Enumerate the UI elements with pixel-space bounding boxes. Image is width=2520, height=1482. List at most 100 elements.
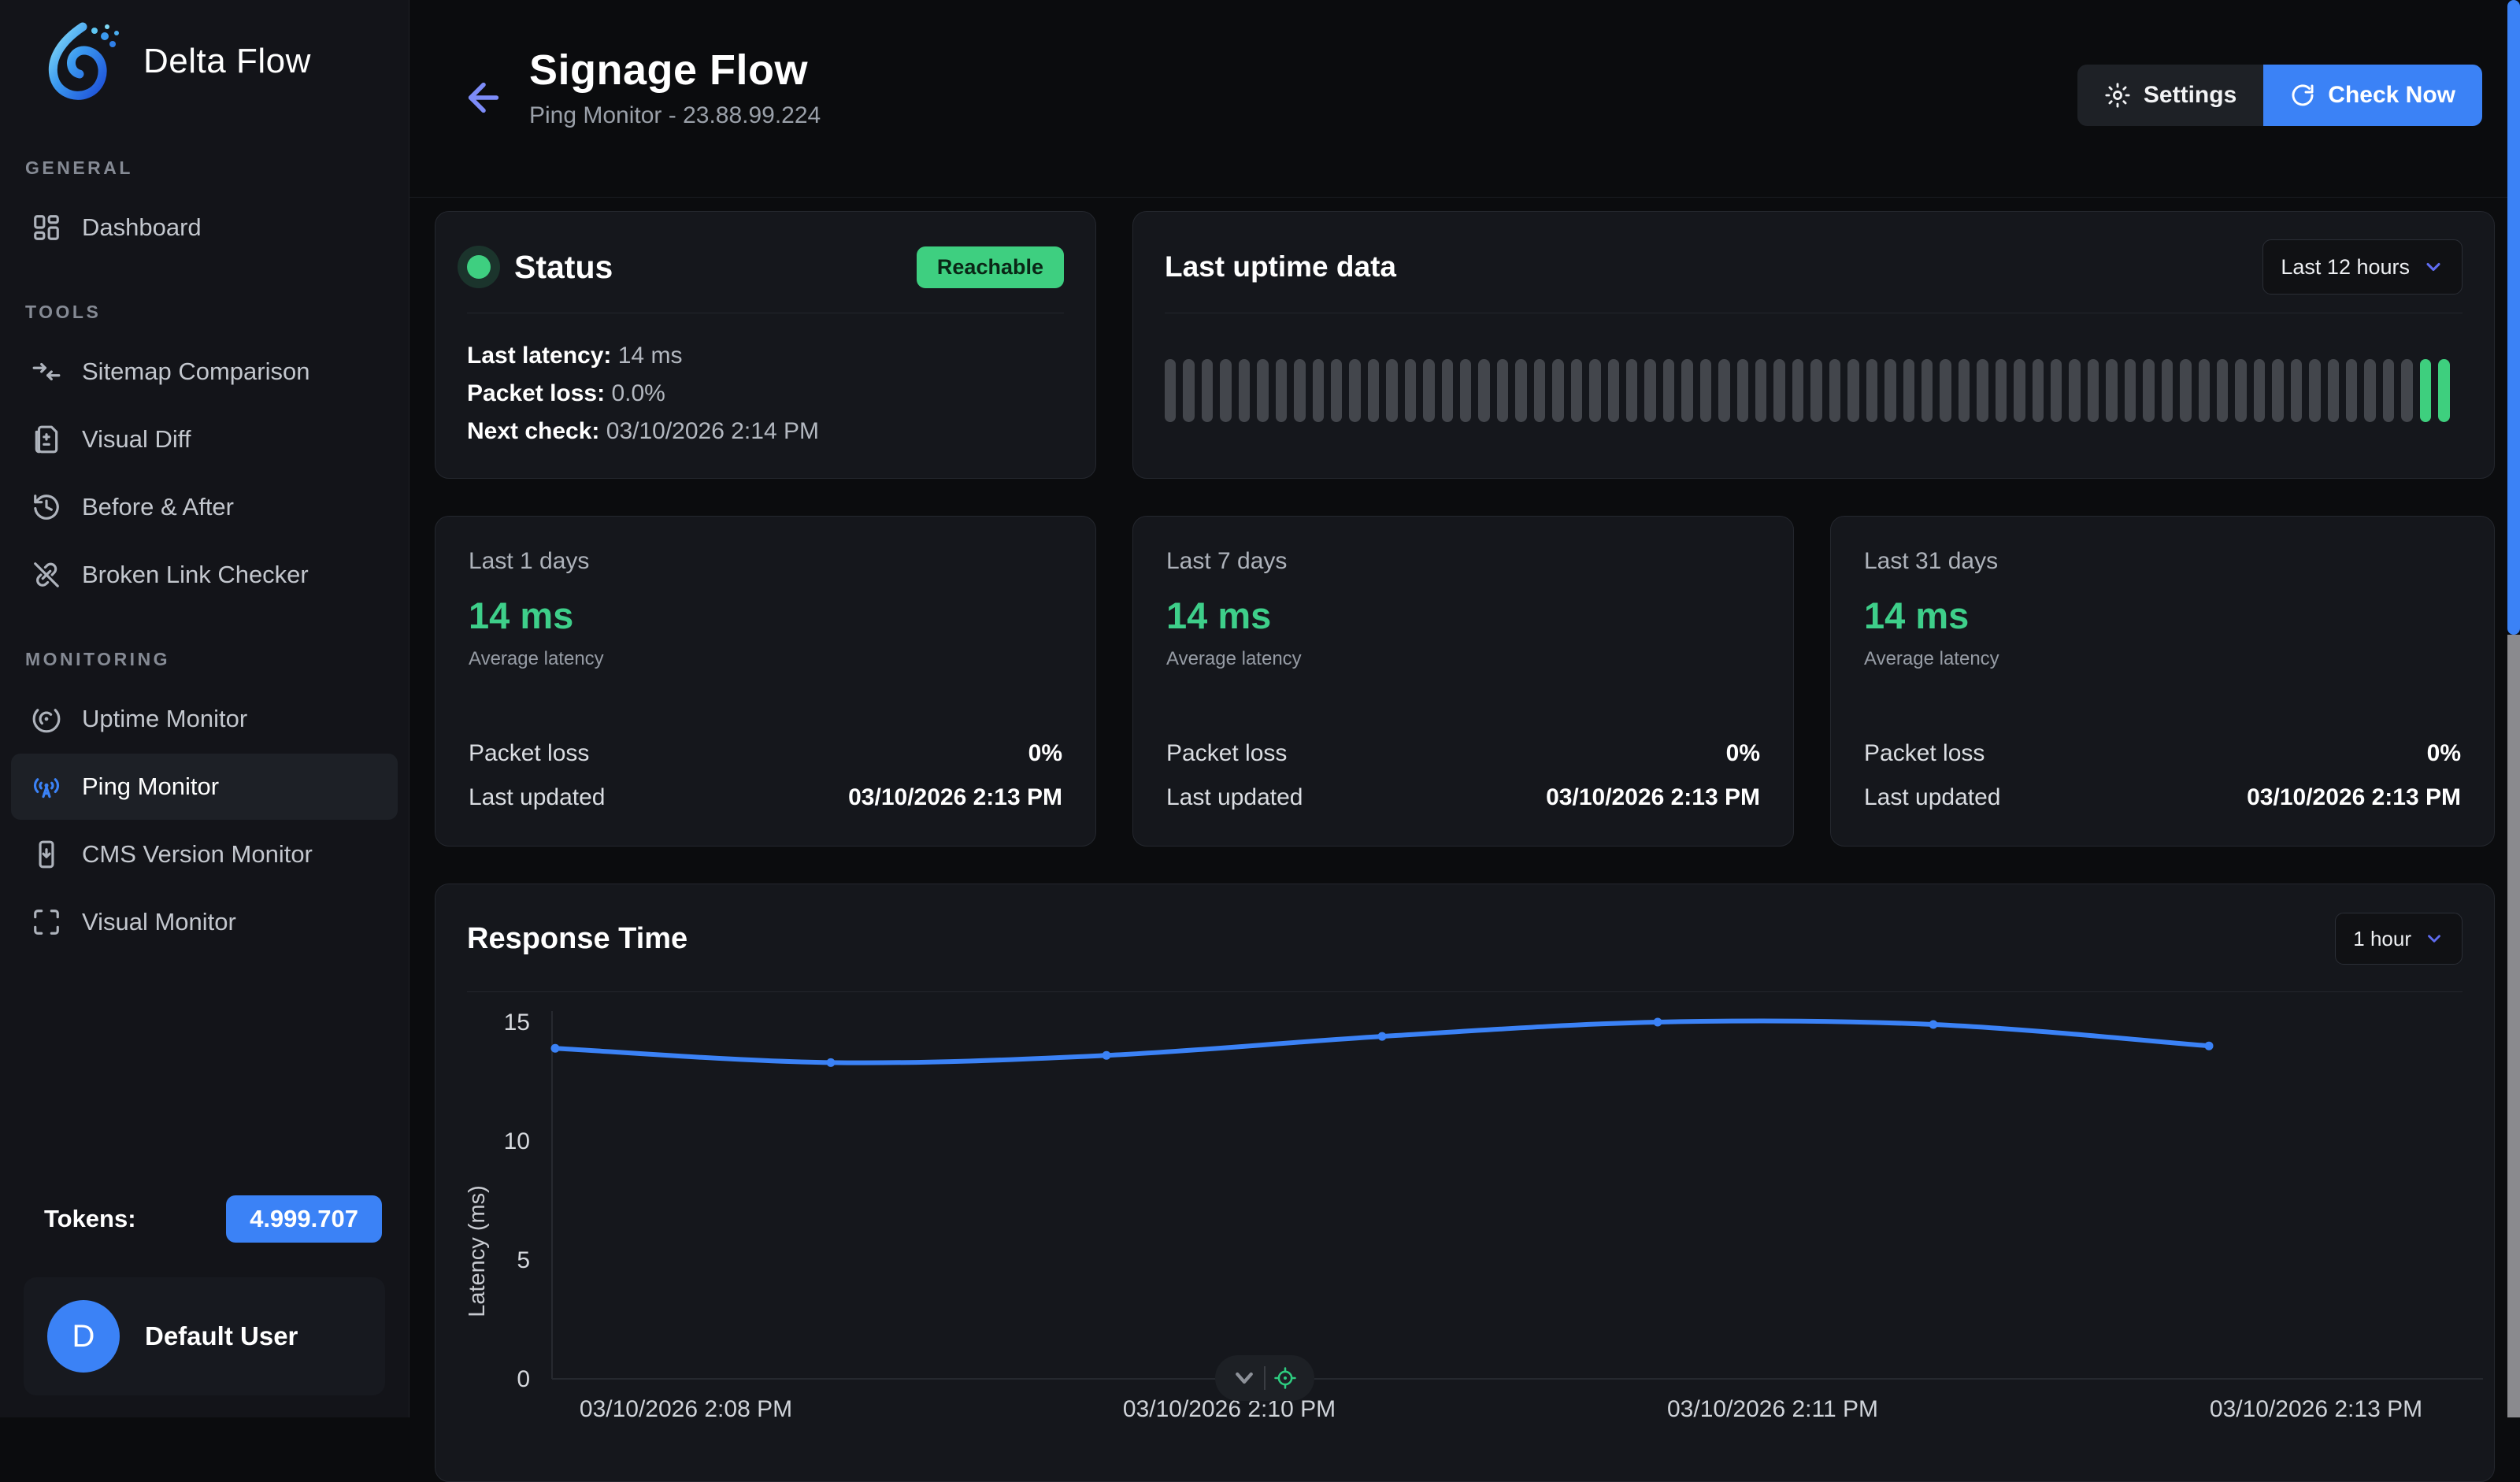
uptime-bar xyxy=(1220,359,1232,422)
chevron-down-icon xyxy=(2426,262,2440,272)
settings-button[interactable]: Settings xyxy=(2077,65,2264,126)
uptime-bar xyxy=(1386,359,1398,422)
stat-card-1d: Last 1 days 14 ms Average latency Packet… xyxy=(435,516,1096,847)
uptime-bar xyxy=(2235,359,2247,422)
stat-latency-value: 14 ms xyxy=(1166,595,1272,636)
scan-icon xyxy=(34,910,59,935)
uptime-bar xyxy=(1552,359,1564,422)
uptime-bar xyxy=(2290,359,2303,422)
sidebar-item-sitemap-comparison[interactable]: Sitemap Comparison xyxy=(11,339,398,405)
sidebar-item-dashboard[interactable]: Dashboard xyxy=(11,195,398,261)
uptime-bar xyxy=(1496,359,1509,422)
data-point-marker xyxy=(1377,1032,1387,1041)
back-arrow-icon[interactable] xyxy=(461,76,506,120)
sidebar-item-label: Broken Link Checker xyxy=(82,561,309,588)
uptime-bar xyxy=(1201,359,1214,422)
response-range-value: 1 hour xyxy=(2353,926,2411,950)
data-point-marker xyxy=(1102,1050,1111,1060)
sidebar-item-label: Sitemap Comparison xyxy=(82,358,310,385)
row-value: 0% xyxy=(1028,740,1062,766)
uptime-bar xyxy=(1515,359,1527,422)
sidebar-item-cms-version-monitor[interactable]: CMS Version Monitor xyxy=(11,821,398,887)
page-subtitle: Ping Monitor - 23.88.99.224 xyxy=(529,102,821,128)
header-divider xyxy=(410,197,2520,198)
uptime-bar xyxy=(1312,359,1324,422)
uptime-bar xyxy=(2180,359,2192,422)
broken-link-icon xyxy=(34,562,59,587)
tokens-label: Tokens: xyxy=(44,1205,136,1232)
uptime-range-select[interactable]: Last 12 hours xyxy=(2262,239,2463,295)
sidebar-item-label: Before & After xyxy=(82,493,234,521)
sidebar-item-ping-monitor[interactable]: Ping Monitor xyxy=(11,754,398,820)
uptime-bar xyxy=(1995,359,2007,422)
row-label: Last updated xyxy=(469,784,606,810)
chart-crosshair-icon[interactable] xyxy=(1273,1366,1297,1390)
uptime-bar xyxy=(1773,359,1785,422)
uptime-bar xyxy=(1829,359,1841,422)
uptime-bar xyxy=(1681,359,1693,422)
x-tick-label: 03/10/2026 2:13 PM xyxy=(2210,1396,2422,1422)
sidebar-item-broken-link-checker[interactable]: Broken Link Checker xyxy=(11,542,398,608)
stat-row-packet-loss: Packet loss 0% xyxy=(1166,740,1760,767)
uptime-bar xyxy=(2364,359,2376,422)
sidebar-item-uptime-monitor[interactable]: Uptime Monitor xyxy=(11,686,398,752)
stat-card-31d: Last 31 days 14 ms Average latency Packe… xyxy=(1830,516,2495,847)
uptime-bar xyxy=(1330,359,1343,422)
stat-row-last-updated: Last updated 03/10/2026 2:13 PM xyxy=(1864,784,2461,811)
toolbar-divider xyxy=(1264,1366,1266,1390)
uptime-range-value: Last 12 hours xyxy=(2281,254,2410,279)
row-value: 0% xyxy=(2426,740,2461,766)
uptime-bar xyxy=(2198,359,2210,422)
uptime-bar xyxy=(1958,359,1970,422)
uptime-bar xyxy=(1940,359,1951,422)
brand-name: Delta Flow xyxy=(143,42,311,80)
tokens-row: Tokens: 4.999.707 xyxy=(44,1195,382,1243)
uptime-bar xyxy=(2309,359,2321,422)
uptime-bar xyxy=(1792,359,1804,422)
stat-period: Last 31 days xyxy=(1864,548,1999,574)
sidebar: Delta Flow GENERAL Dashboard TOOLS Sitem… xyxy=(0,0,410,1417)
uptime-bar xyxy=(1977,359,1988,422)
uptime-bar xyxy=(1441,359,1453,422)
stat-latency-caption: Average latency xyxy=(1166,648,1302,669)
sidebar-item-visual-monitor[interactable]: Visual Monitor xyxy=(11,889,398,955)
uptime-bar xyxy=(1625,359,1638,422)
uptime-bar xyxy=(1460,359,1472,422)
settings-label: Settings xyxy=(2143,82,2237,108)
page-title: Signage Flow xyxy=(529,46,809,94)
uptime-bar-up xyxy=(2419,359,2432,422)
uptime-bar xyxy=(1183,359,1195,422)
uptime-bar xyxy=(1570,359,1583,422)
check-now-button[interactable]: Check Now xyxy=(2263,65,2482,126)
antenna-icon xyxy=(33,778,60,798)
x-tick-label: 03/10/2026 2:10 PM xyxy=(1123,1396,1336,1422)
y-tick-label: 10 xyxy=(504,1128,530,1154)
uptime-bar xyxy=(2401,359,2413,422)
y-axis-label: Latency (ms) xyxy=(465,1185,490,1317)
uptime-card-title: Last uptime data xyxy=(1165,250,1396,283)
uptime-bar xyxy=(2272,359,2284,422)
stat-row-packet-loss: Packet loss 0% xyxy=(1864,740,2461,767)
sidebar-item-visual-diff[interactable]: Visual Diff xyxy=(11,406,398,472)
sidebar-item-label: Visual Monitor xyxy=(82,908,236,936)
row-label: Last updated xyxy=(1864,784,2001,810)
uptime-bar xyxy=(1367,359,1380,422)
chart-download-icon[interactable] xyxy=(1232,1366,1256,1390)
x-tick-label: 03/10/2026 2:11 PM xyxy=(1667,1396,1878,1422)
status-badge: Reachable xyxy=(916,246,1064,288)
merge-arrows-icon xyxy=(32,362,61,381)
avatar: D xyxy=(47,1300,120,1373)
uptime-bar xyxy=(1165,359,1177,422)
stat-row-packet-loss: Packet loss 0% xyxy=(469,740,1062,767)
sidebar-item-before-after[interactable]: Before & After xyxy=(11,474,398,540)
uptime-bar xyxy=(1699,359,1712,422)
scrollbar-thumb[interactable] xyxy=(2507,0,2520,635)
y-tick-label: 5 xyxy=(517,1247,530,1273)
status-row-next-check: Next check: 03/10/2026 2:14 PM xyxy=(467,413,1064,450)
row-value: 03/10/2026 2:13 PM xyxy=(2247,784,2461,810)
user-card[interactable]: D Default User xyxy=(24,1277,385,1395)
latency-series-line xyxy=(553,1018,2211,1065)
stat-period: Last 7 days xyxy=(1166,548,1288,574)
row-label: Last latency: xyxy=(467,343,612,369)
response-range-select[interactable]: 1 hour xyxy=(2335,913,2463,965)
